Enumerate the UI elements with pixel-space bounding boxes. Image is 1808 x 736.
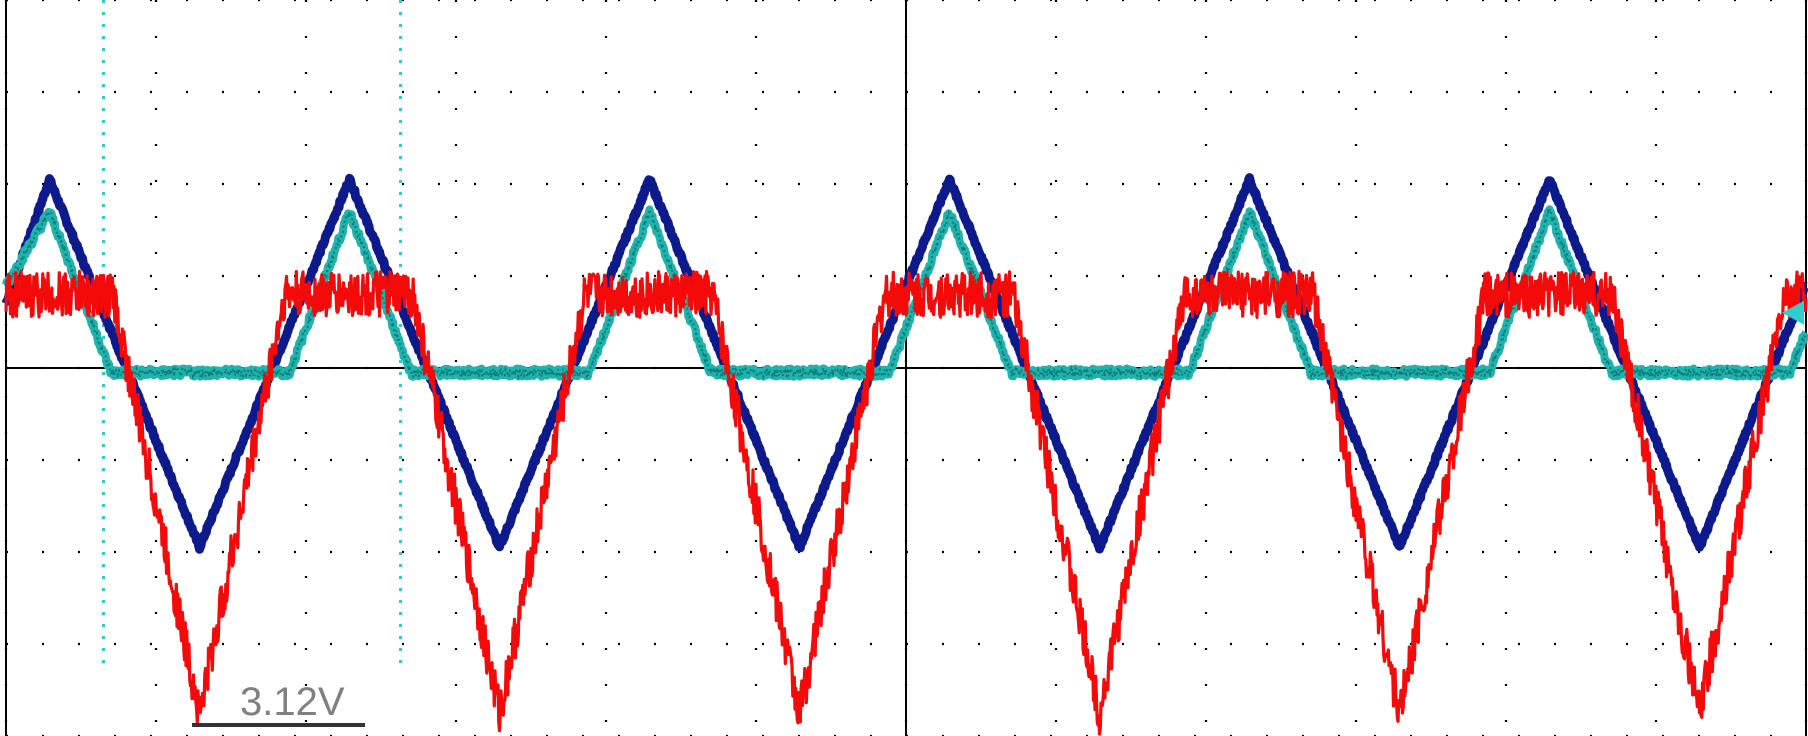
measurement-label: 3.12V: [240, 680, 345, 724]
trigger-level-arrow: [1782, 300, 1804, 325]
center-axes: [5, 0, 1807, 736]
waveform-trace-3: [4, 269, 1808, 736]
waveforms: [1, 173, 1808, 736]
measurement: 3.12V: [192, 680, 365, 727]
waveform-trace-2-texture: [5, 207, 1807, 381]
markers: [1782, 300, 1804, 325]
